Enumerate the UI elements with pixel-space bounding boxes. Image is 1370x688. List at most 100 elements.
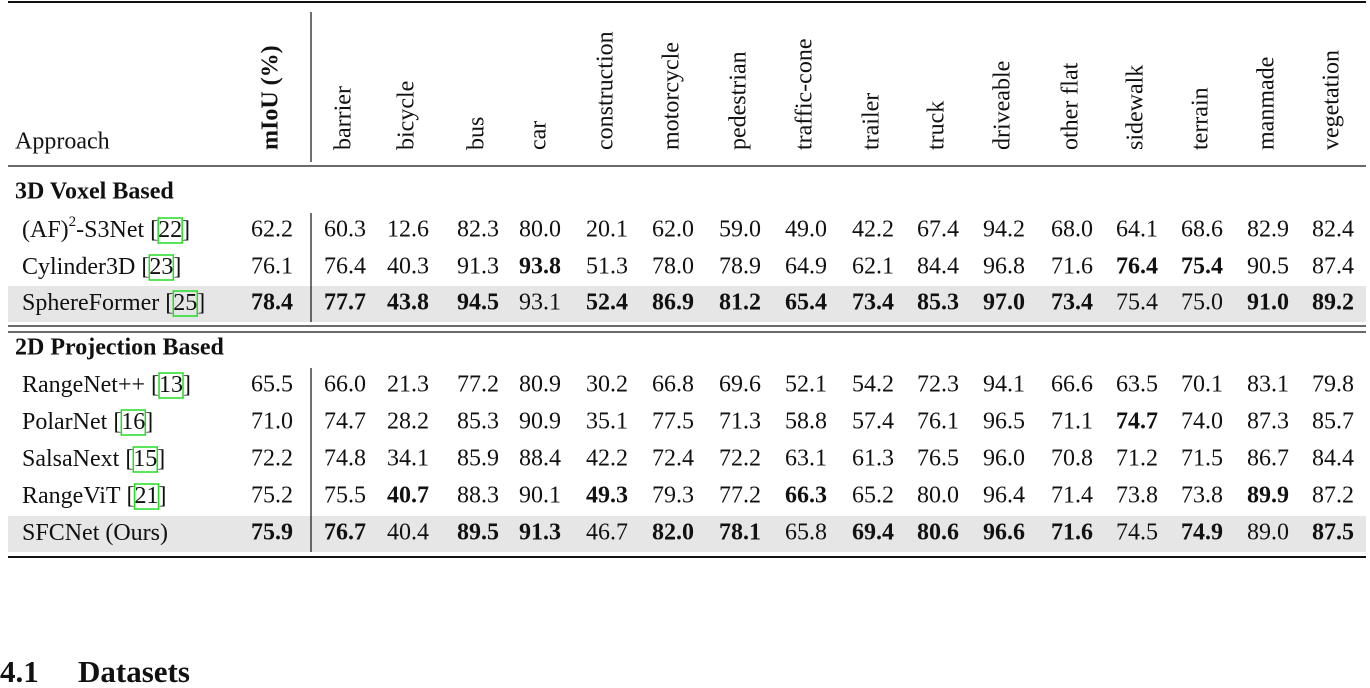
cell: 82.3 <box>457 217 499 243</box>
cell: 62.2 <box>251 217 293 243</box>
cell: 70.8 <box>1051 446 1093 472</box>
cell: 63.1 <box>785 446 827 472</box>
cell: 74.7 <box>1116 409 1158 435</box>
cell: 89.5 <box>457 520 499 546</box>
citation: [13] <box>151 372 191 398</box>
cell: 90.5 <box>1247 254 1289 280</box>
cell: 65.5 <box>251 372 293 398</box>
cell: 90.9 <box>519 409 561 435</box>
cell: 86.7 <box>1247 446 1289 472</box>
cell: 74.7 <box>324 409 366 435</box>
cell: 85.3 <box>917 290 959 316</box>
citation-box <box>157 217 183 244</box>
cell: 90.1 <box>519 483 561 509</box>
cell: 73.8 <box>1116 483 1158 509</box>
cell: 57.4 <box>852 409 894 435</box>
column-header: truck <box>924 101 950 150</box>
name: (AF) <box>22 217 69 243</box>
cell: 96.0 <box>983 446 1025 472</box>
cell: 77.2 <box>719 483 761 509</box>
column-header: pedestrian <box>726 51 752 150</box>
citation-box <box>133 483 160 510</box>
row-highlight <box>8 286 1366 322</box>
cell: 64.1 <box>1116 217 1158 243</box>
cell: 42.2 <box>586 446 628 472</box>
cell: 73.8 <box>1181 483 1223 509</box>
citation: [22] <box>150 217 190 243</box>
cell: 65.4 <box>785 290 827 316</box>
column-header: bus <box>464 117 490 150</box>
cell: 74.8 <box>324 446 366 472</box>
cell: 75.0 <box>1181 290 1223 316</box>
cell: 91.3 <box>519 520 561 546</box>
column-header: barrier <box>331 86 357 150</box>
citation: [15] <box>125 446 165 472</box>
cell: 59.0 <box>719 217 761 243</box>
cell: 52.1 <box>785 372 827 398</box>
column-header: driveable <box>990 61 1016 150</box>
cell: 82.4 <box>1312 217 1354 243</box>
cell: 71.6 <box>1051 254 1093 280</box>
heading-number: 4.1 <box>0 654 39 688</box>
column-header: car <box>526 121 552 150</box>
cell: 35.1 <box>586 409 628 435</box>
cell: 75.4 <box>1116 290 1158 316</box>
cell: 88.3 <box>457 483 499 509</box>
cell: 91.3 <box>457 254 499 280</box>
cell: 86.9 <box>652 290 694 316</box>
cell: 40.3 <box>387 254 429 280</box>
cell: 84.4 <box>1312 446 1354 472</box>
cell: 82.0 <box>652 520 694 546</box>
cell: 58.8 <box>785 409 827 435</box>
cell: 82.9 <box>1247 217 1289 243</box>
approach-name: PolarNet [16] <box>22 409 153 435</box>
cell: 68.6 <box>1181 217 1223 243</box>
cell: 49.3 <box>586 483 628 509</box>
cell: 66.8 <box>652 372 694 398</box>
cell: 96.6 <box>983 520 1025 546</box>
column-header: trailer <box>859 93 885 150</box>
cell: 87.4 <box>1312 254 1354 280</box>
column-header: mIoU (%) <box>258 45 284 150</box>
cell: 80.6 <box>917 520 959 546</box>
cell: 60.3 <box>324 217 366 243</box>
section-title: 3D Voxel Based <box>15 179 174 205</box>
cell: 87.5 <box>1312 520 1354 546</box>
cell: 73.4 <box>1051 290 1093 316</box>
column-header: traffic-cone <box>792 39 818 150</box>
cell: 80.0 <box>519 217 561 243</box>
cell: 52.4 <box>586 290 628 316</box>
cell: 68.0 <box>1051 217 1093 243</box>
cell: 76.1 <box>251 254 293 280</box>
citation-box <box>148 254 175 281</box>
cell: 76.7 <box>324 520 366 546</box>
cell: 84.4 <box>917 254 959 280</box>
cell: 74.5 <box>1116 520 1158 546</box>
cell: 70.1 <box>1181 372 1223 398</box>
cell: 63.5 <box>1116 372 1158 398</box>
cell: 75.4 <box>1181 254 1223 280</box>
citation: [21] <box>127 483 167 509</box>
citation-box <box>158 372 184 399</box>
cell: 93.8 <box>519 254 561 280</box>
approach-name: Cylinder3D [23] <box>22 254 181 280</box>
cell: 76.4 <box>324 254 366 280</box>
cell: 76.5 <box>917 446 959 472</box>
cell: 42.2 <box>852 217 894 243</box>
cell: 88.4 <box>519 446 561 472</box>
cell: 71.4 <box>1051 483 1093 509</box>
cell: 76.4 <box>1116 254 1158 280</box>
cell: 73.4 <box>852 290 894 316</box>
cell: 77.7 <box>324 290 366 316</box>
approach-name: SphereFormer [25] <box>22 290 205 316</box>
cell: 71.0 <box>251 409 293 435</box>
cell: 66.3 <box>785 483 827 509</box>
cell: 69.6 <box>719 372 761 398</box>
citation-box <box>132 446 159 473</box>
cell: 80.0 <box>917 483 959 509</box>
name: SalsaNext <box>22 446 120 472</box>
cell: 71.2 <box>1116 446 1158 472</box>
row-highlight <box>8 516 1366 552</box>
cell: 78.1 <box>719 520 761 546</box>
cell: 94.1 <box>983 372 1025 398</box>
